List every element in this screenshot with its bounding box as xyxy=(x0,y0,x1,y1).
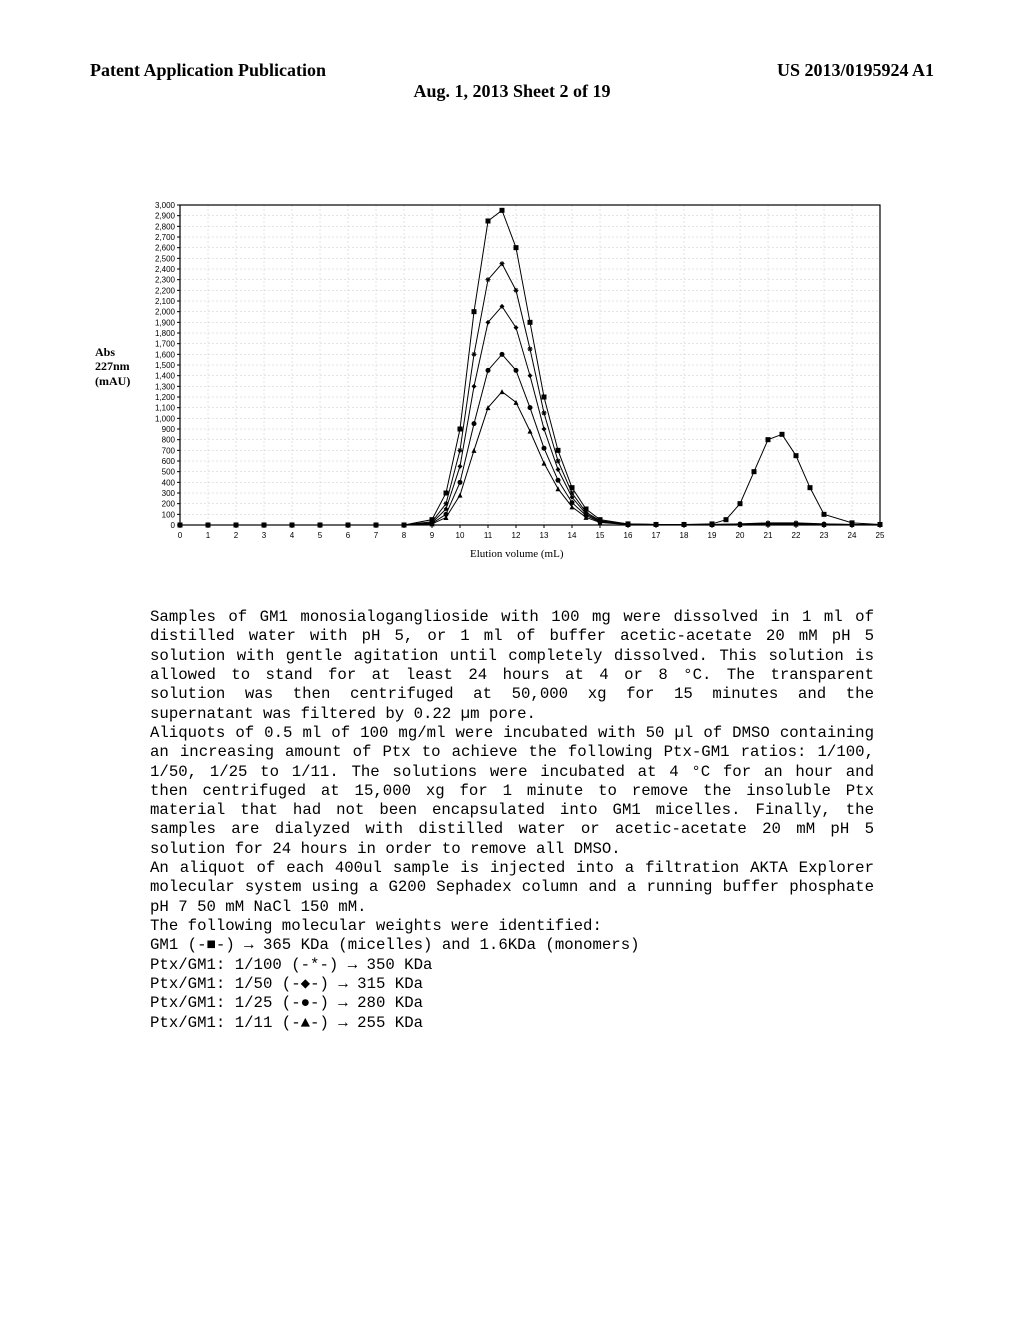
paragraph-4: The following molecular weights were ide… xyxy=(150,917,874,936)
svg-text:11: 11 xyxy=(484,531,493,540)
svg-text:400: 400 xyxy=(162,478,176,487)
svg-text:20: 20 xyxy=(736,531,745,540)
ylabel-line-2: 227nm xyxy=(95,359,130,373)
svg-text:2,900: 2,900 xyxy=(155,212,176,221)
chart-svg: 01002003004005006007008009001,0001,1001,… xyxy=(130,200,890,555)
svg-text:100: 100 xyxy=(162,510,176,519)
svg-text:1,100: 1,100 xyxy=(155,404,176,413)
svg-text:1,900: 1,900 xyxy=(155,318,176,327)
svg-text:3,000: 3,000 xyxy=(155,201,176,210)
svg-text:16: 16 xyxy=(624,531,633,540)
legend-line-4: Ptx/GM1: 1/25 (-●-) → 280 KDa xyxy=(150,994,874,1013)
svg-text:2: 2 xyxy=(234,531,239,540)
svg-text:2,600: 2,600 xyxy=(155,244,176,253)
elution-chart: 01002003004005006007008009001,0001,1001,… xyxy=(130,200,890,570)
legend-line-2: Ptx/GM1: 1/100 (-*-) → 350 KDa xyxy=(150,956,874,975)
svg-text:13: 13 xyxy=(540,531,549,540)
svg-text:1,000: 1,000 xyxy=(155,414,176,423)
svg-text:4: 4 xyxy=(290,531,295,540)
svg-text:1,800: 1,800 xyxy=(155,329,176,338)
svg-text:5: 5 xyxy=(318,531,323,540)
svg-text:2,200: 2,200 xyxy=(155,286,176,295)
svg-text:25: 25 xyxy=(876,531,885,540)
svg-text:1,600: 1,600 xyxy=(155,350,176,359)
ylabel-line-3: (mAU) xyxy=(95,374,130,388)
svg-text:23: 23 xyxy=(820,531,829,540)
page-header: Patent Application Publication US 2013/0… xyxy=(0,60,1024,102)
svg-text:0: 0 xyxy=(171,521,176,530)
svg-text:22: 22 xyxy=(792,531,801,540)
svg-text:15: 15 xyxy=(596,531,605,540)
chart-y-axis-label: Abs 227nm (mAU) xyxy=(95,345,130,388)
svg-text:800: 800 xyxy=(162,436,176,445)
svg-text:900: 900 xyxy=(162,425,176,434)
chart-x-axis-label: Elution volume (mL) xyxy=(470,548,563,560)
legend-line-3: Ptx/GM1: 1/50 (-◆-) → 315 KDa xyxy=(150,975,874,994)
legend-line-1: GM1 (-■-) → 365 KDa (micelles) and 1.6KD… xyxy=(150,936,874,955)
svg-text:7: 7 xyxy=(374,531,379,540)
svg-text:2,500: 2,500 xyxy=(155,254,176,263)
svg-text:9: 9 xyxy=(430,531,435,540)
svg-text:2,300: 2,300 xyxy=(155,276,176,285)
paragraph-2: Aliquots of 0.5 ml of 100 mg/ml were inc… xyxy=(150,724,874,859)
body-text: Samples of GM1 monosialoganglioside with… xyxy=(150,608,874,1033)
ylabel-line-1: Abs xyxy=(95,345,130,359)
svg-text:10: 10 xyxy=(456,531,465,540)
svg-text:24: 24 xyxy=(848,531,857,540)
svg-text:3: 3 xyxy=(262,531,267,540)
svg-text:2,800: 2,800 xyxy=(155,222,176,231)
svg-text:1: 1 xyxy=(206,531,211,540)
svg-text:1,500: 1,500 xyxy=(155,361,176,370)
svg-text:12: 12 xyxy=(512,531,521,540)
svg-text:1,700: 1,700 xyxy=(155,340,176,349)
svg-text:1,200: 1,200 xyxy=(155,393,176,402)
svg-text:17: 17 xyxy=(652,531,661,540)
svg-text:2,400: 2,400 xyxy=(155,265,176,274)
svg-text:1,400: 1,400 xyxy=(155,372,176,381)
svg-text:19: 19 xyxy=(708,531,717,540)
svg-text:6: 6 xyxy=(346,531,351,540)
svg-text:14: 14 xyxy=(568,531,577,540)
svg-text:300: 300 xyxy=(162,489,176,498)
header-right: US 2013/0195924 A1 xyxy=(777,60,934,81)
svg-text:700: 700 xyxy=(162,446,176,455)
svg-text:500: 500 xyxy=(162,468,176,477)
svg-text:8: 8 xyxy=(402,531,407,540)
svg-text:2,000: 2,000 xyxy=(155,308,176,317)
legend-line-5: Ptx/GM1: 1/11 (-▲-) → 255 KDa xyxy=(150,1014,874,1033)
svg-text:600: 600 xyxy=(162,457,176,466)
svg-text:2,700: 2,700 xyxy=(155,233,176,242)
header-left: Patent Application Publication xyxy=(90,60,326,81)
svg-text:21: 21 xyxy=(764,531,773,540)
svg-text:18: 18 xyxy=(680,531,689,540)
svg-text:1,300: 1,300 xyxy=(155,382,176,391)
paragraph-3: An aliquot of each 400ul sample is injec… xyxy=(150,859,874,917)
svg-text:2,100: 2,100 xyxy=(155,297,176,306)
paragraph-1: Samples of GM1 monosialoganglioside with… xyxy=(150,608,874,724)
header-center: Aug. 1, 2013 Sheet 2 of 19 xyxy=(90,81,934,102)
svg-text:200: 200 xyxy=(162,500,176,509)
svg-text:0: 0 xyxy=(178,531,183,540)
